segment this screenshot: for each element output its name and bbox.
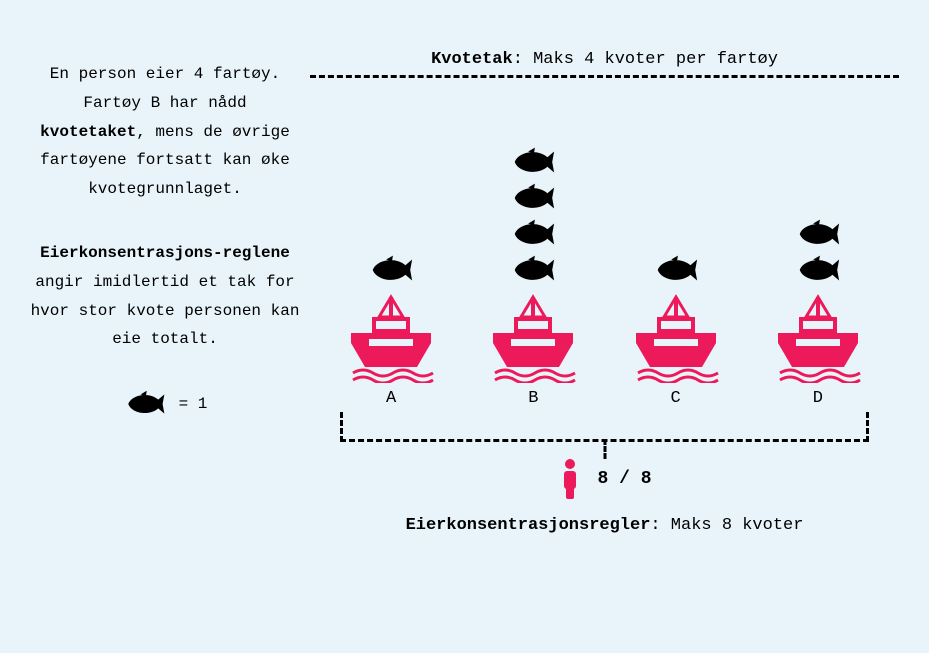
vessel-column: C [611,253,741,408]
fish-stack [794,217,842,287]
ship-icon [768,293,868,383]
fish-icon [509,181,557,215]
vessel-label: B [528,389,538,408]
fish-stack [509,145,557,287]
fish-icon [509,217,557,251]
diagram-area: Kvotetak: Maks 4 kvoter per fartøy ABCD … [300,50,899,623]
para1-pre: En person eier 4 fartøy. Fartøy B har nå… [50,65,280,112]
para2-post: angir imidlertid et tak for hvor stor kv… [31,273,300,349]
fish-stack [652,253,700,287]
fish-icon [794,217,842,251]
vessels-row: A B C D [310,88,899,408]
top-title-bold: Kvotetak [431,50,513,69]
person-icon [557,458,583,500]
ship-icon [341,293,441,383]
vessel-column: B [468,145,598,408]
ship-icon [626,293,726,383]
owner-fraction: 8 / 8 [597,469,651,489]
vessel-column: A [326,253,456,408]
fish-stack [367,253,415,287]
bottom-title-bold: Eierkonsentrasjonsregler [406,516,651,535]
bracket-tail [603,439,606,459]
quota-cap-line [310,75,899,78]
page: En person eier 4 fartøy. Fartøy B har nå… [0,0,929,653]
para1-bold: kvotetaket [40,123,136,141]
fish-icon [509,253,557,287]
paragraph-1: En person eier 4 fartøy. Fartøy B har nå… [30,60,300,204]
bottom-title: Eierkonsentrasjonsregler: Maks 8 kvoter [310,516,899,535]
legend: = 1 [30,389,300,419]
ship-icon [483,293,583,383]
para2-bold: Eierkonsentrasjons-reglene [40,244,290,262]
left-column: En person eier 4 fartøy. Fartøy B har nå… [30,50,300,623]
paragraph-2: Eierkonsentrasjons-reglene angir imidler… [30,239,300,354]
bottom-title-rest: : Maks 8 kvoter [650,516,803,535]
vessel-label: C [671,389,681,408]
vessel-column: D [753,217,883,408]
top-title-rest: : Maks 4 kvoter per fartøy [513,50,778,69]
fish-icon [652,253,700,287]
fish-icon [509,145,557,179]
vessel-label: A [386,389,396,408]
owner-line: 8 / 8 [310,458,899,500]
fish-icon [367,253,415,287]
legend-text: = 1 [179,395,208,413]
owner-bracket [340,412,869,442]
top-title: Kvotetak: Maks 4 kvoter per fartøy [310,50,899,69]
fish-icon [794,253,842,287]
fish-icon [123,389,167,419]
vessel-label: D [813,389,823,408]
